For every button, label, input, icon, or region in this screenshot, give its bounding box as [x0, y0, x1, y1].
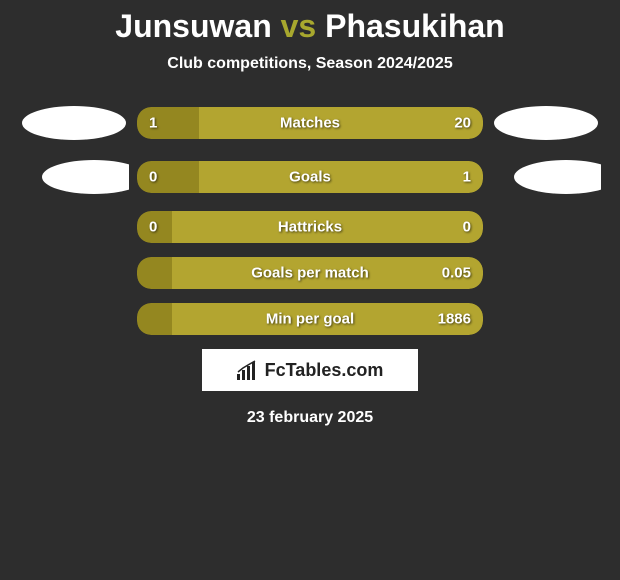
avatar-slot-right: [491, 157, 601, 197]
stat-label: Goals: [289, 169, 331, 186]
player1-name: Junsuwan: [115, 8, 271, 44]
stat-value-right: 1: [463, 169, 471, 186]
stat-value-right: 1886: [438, 311, 471, 328]
bar-left-fill: [137, 107, 199, 139]
stat-bar: 0.05 Goals per match: [137, 257, 483, 289]
stat-label: Matches: [280, 115, 340, 132]
stat-row: 1886 Min per goal: [0, 303, 620, 335]
stat-bar: 0 1 Goals: [137, 161, 483, 193]
stat-value-left: 0: [149, 219, 157, 236]
stat-label: Hattricks: [278, 219, 342, 236]
bar-right-fill: [199, 161, 483, 193]
stat-value-right: 0.05: [442, 265, 471, 282]
bar-right-fill: [199, 107, 483, 139]
avatar-right-icon: [511, 157, 601, 197]
stat-rows: 1 20 Matches 0 1 Goals 0 0 Hattricks 0.05 Goals pe…: [0, 103, 620, 335]
avatar-left-icon: [39, 157, 129, 197]
vs-label: vs: [281, 8, 317, 44]
avatar-left-icon: [19, 103, 129, 143]
stat-label: Goals per match: [251, 265, 369, 282]
stat-row: 0.05 Goals per match: [0, 257, 620, 289]
stat-value-right: 20: [454, 115, 471, 132]
player2-name: Phasukihan: [325, 8, 505, 44]
avatar-slot-left: [19, 103, 129, 143]
stat-value-left: 0: [149, 169, 157, 186]
stat-row: 1 20 Matches: [0, 103, 620, 143]
stat-value-left: 1: [149, 115, 157, 132]
avatar-right-icon: [491, 103, 601, 143]
stat-bar: 1 20 Matches: [137, 107, 483, 139]
attribution-badge: FcTables.com: [202, 349, 418, 391]
subtitle: Club competitions, Season 2024/2025: [0, 55, 620, 73]
avatar-slot-right: [491, 103, 601, 143]
stat-row: 0 0 Hattricks: [0, 211, 620, 243]
date: 23 february 2025: [0, 409, 620, 427]
bar-left-fill: [137, 303, 172, 335]
stat-row: 0 1 Goals: [0, 157, 620, 197]
stat-bar: 0 0 Hattricks: [137, 211, 483, 243]
stat-bar: 1886 Min per goal: [137, 303, 483, 335]
title: Junsuwan vs Phasukihan: [0, 8, 620, 45]
stat-value-right: 0: [463, 219, 471, 236]
attribution-icon: [237, 360, 259, 380]
bar-left-fill: [137, 161, 199, 193]
stat-label: Min per goal: [266, 311, 354, 328]
bar-left-fill: [137, 257, 172, 289]
avatar-slot-left: [19, 157, 129, 197]
attribution-text: FcTables.com: [265, 360, 384, 381]
comparison-infographic: Junsuwan vs Phasukihan Club competitions…: [0, 0, 620, 427]
